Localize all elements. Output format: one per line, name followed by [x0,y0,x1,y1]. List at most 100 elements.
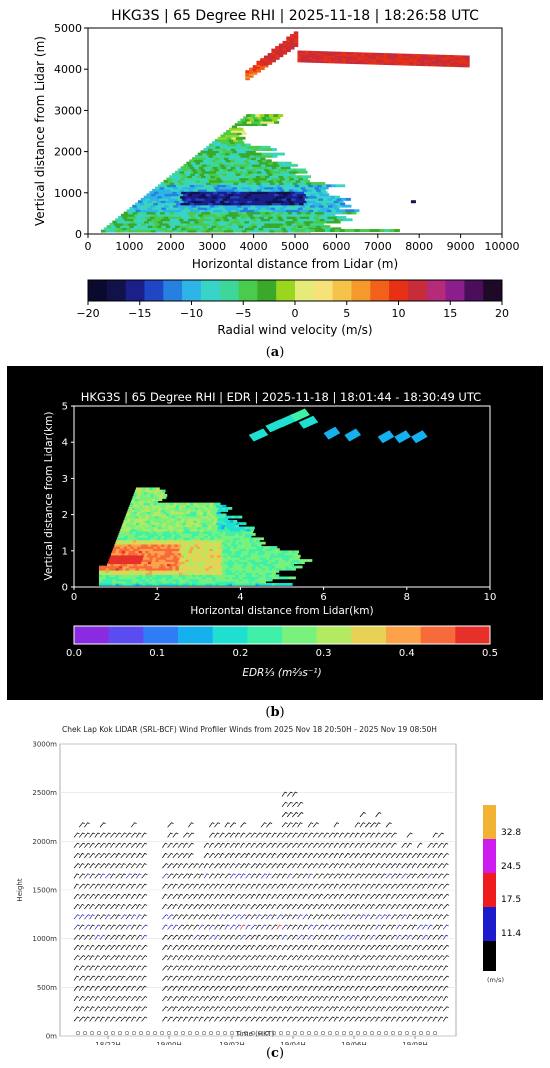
velocity-cell [211,225,217,229]
wind-barb [219,934,226,940]
velocity-cell [333,200,339,204]
edr-cell [128,569,133,573]
edr-cell [227,526,232,530]
wind-barb [338,863,345,869]
edr-cell [234,526,239,530]
wind-barb [203,914,210,920]
edr-cell [270,554,275,558]
wind-barb [328,975,335,981]
wind-barb [94,985,101,991]
velocity-cell [333,218,339,222]
wind-barb [78,955,86,961]
velocity-cell [201,182,207,185]
edr-cell [238,580,243,584]
wind-barb [328,965,335,971]
velocity-cell [198,166,205,170]
wind-barb [292,914,298,920]
edr-cell [210,546,215,549]
edr-cell [178,578,183,582]
velocity-cell [233,211,239,215]
wind-barb [375,944,382,951]
velocity-cell [254,216,260,219]
edr-cell [185,574,190,578]
velocity-cell [140,197,146,201]
edr-cell [277,552,282,556]
wind-barb [266,934,273,940]
velocity-cell [342,61,347,64]
edr-cell [210,537,215,541]
velocity-cell [170,188,176,192]
edr-cell [174,517,179,521]
wind-barb [224,975,231,981]
edr-cell [218,550,223,554]
velocity-cell [220,152,226,156]
velocity-cell [201,211,207,215]
velocity-cell [295,179,301,183]
velocity-cell [248,148,255,151]
velocity-cell [321,195,327,199]
edr-cell [196,528,201,532]
wind-barb [208,955,215,961]
wind-barb [328,863,335,869]
velocity-cell [214,222,220,226]
wind-barb [396,1006,403,1012]
edr-cell [142,576,147,580]
wind-barb [229,985,236,991]
edr-cell [235,578,240,582]
velocity-cell [210,218,216,222]
wind-barb [354,1016,361,1022]
velocity-cell [379,52,384,56]
edr-cell [200,520,205,523]
wind-barb [385,893,392,899]
edr-cell [221,533,226,536]
edr-cell [151,498,156,502]
velocity-cell [297,188,304,192]
wind-barb [349,883,356,889]
velocity-cell [309,222,316,226]
caption-a: (a) [265,345,285,360]
velocity-cell [179,188,185,192]
edr-cell [139,530,144,534]
wind-barb [89,873,96,879]
edr-cell [175,574,180,578]
edr-cell [142,556,147,560]
edr-cell [128,572,133,575]
velocity-cell [442,58,448,62]
edr-cell [223,554,228,558]
edr-cell [188,576,193,580]
colorbar-tick-label: 0.5 [482,648,498,659]
edr-cell [207,535,212,539]
wind-barb [224,944,231,951]
edr-cell [226,554,231,558]
wind-barb [208,965,215,971]
velocity-cell [345,209,351,213]
wind-barb [271,914,277,920]
edr-cell [249,556,254,560]
edr-cell [187,535,192,539]
velocity-cell [278,47,284,50]
wind-barb [385,873,393,879]
edr-cell [125,559,130,562]
wind-barb [224,924,230,930]
wind-barb [136,965,142,971]
velocity-cell [304,56,310,59]
velocity-cell [316,207,322,210]
velocity-cell [218,150,224,154]
wind-barb [286,842,294,848]
edr-cell [247,561,252,565]
edr-cell [178,506,183,510]
velocity-cell [304,58,310,61]
wind-barb [370,883,377,889]
wind-barb [89,955,95,961]
edr-cell [211,533,216,536]
wind-barb [182,924,190,930]
velocity-cell [250,168,256,172]
edr-cell [125,578,130,582]
velocity-cell [264,175,271,179]
wind-barb [172,832,179,838]
velocity-cell [317,202,323,206]
edr-cell [211,515,216,519]
wind-barb [99,1016,105,1022]
wind-barb [214,996,220,1002]
velocity-cell [173,193,179,197]
